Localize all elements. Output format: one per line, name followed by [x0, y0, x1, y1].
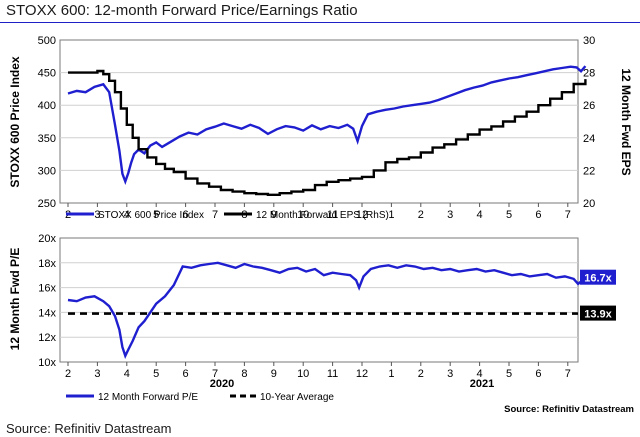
x-tick-label: 10 [297, 209, 309, 221]
y-tick-label: 250 [38, 198, 56, 210]
series-stoxx-600-price-index [67, 65, 587, 186]
x-tick-label: 8 [241, 368, 247, 380]
x-tick-label: 5 [506, 368, 512, 380]
bottom-x-ticks: 2 3 4 5 6 7 8 9 10 11 12 1 2 3 4 5 6 7 [65, 362, 571, 380]
y-tick-label: 300 [38, 165, 56, 177]
end-label-pe-text: 16.7x [584, 273, 612, 285]
y-tick-label: 20x [38, 233, 56, 245]
legend-label-stoxx: STOXX 600 Price Index [98, 210, 204, 221]
y-right-tick-label: 22 [583, 165, 595, 177]
x-tick-label: 1 [388, 368, 394, 380]
y-tick-label: 16x [38, 283, 56, 295]
x-tick-label: 5 [153, 368, 159, 380]
bottom-y-axis-label: 12 Month Fwd P/E [8, 248, 22, 351]
x-tick-label: 6 [183, 368, 189, 380]
x-tick-label: 5 [506, 209, 512, 221]
y-tick-label: 10x [38, 357, 56, 369]
x-tick-label: 6 [535, 368, 541, 380]
x-tick-label: 7 [565, 209, 571, 221]
x-tick-label: 7 [212, 368, 218, 380]
x-tick-label: 9 [271, 209, 277, 221]
end-label-average: 13.9x [580, 305, 616, 321]
y-right-tick-label: 26 [583, 100, 595, 112]
y-tick-label: 14x [38, 307, 56, 319]
x-tick-label: 9 [271, 368, 277, 380]
series-12-month-forward-pe [67, 261, 587, 359]
x-tick-label: 1 [388, 209, 394, 221]
top-y-axis-label: STOXX 600 Price Index [8, 56, 22, 188]
x-tick-label: 3 [447, 368, 453, 380]
y-tick-label: 500 [38, 35, 56, 47]
year-label-2020: 2020 [210, 378, 234, 390]
y-right-tick-label: 30 [583, 35, 595, 47]
y-tick-label: 450 [38, 68, 56, 80]
y-right-tick-label: 28 [583, 68, 595, 80]
x-tick-label: 12 [356, 209, 368, 221]
x-tick-label: 2 [65, 368, 71, 380]
y-tick-label: 350 [38, 133, 56, 145]
x-tick-label: 12 [356, 368, 368, 380]
y-tick-label: 18x [38, 258, 56, 270]
bottom-y-left-ticks: 10x 12x 14x 16x 18x 20x [38, 233, 56, 369]
footer-source: Source: Refinitiv Datastream [6, 421, 172, 436]
x-tick-label: 6 [535, 209, 541, 221]
bottom-plot-frame [59, 237, 579, 363]
top-y-left-ticks: 250 300 350 400 450 500 [38, 35, 56, 210]
x-tick-label: 4 [124, 209, 130, 221]
x-tick-label: 11 [327, 209, 338, 221]
y-tick-label: 400 [38, 100, 56, 112]
x-tick-label: 10 [297, 368, 309, 380]
x-tick-label: 4 [477, 209, 483, 221]
end-label-average-box [580, 305, 616, 321]
x-tick-label: 4 [124, 368, 130, 380]
end-label-pe-box [580, 269, 616, 285]
x-tick-label: 7 [212, 209, 218, 221]
x-tick-label: 2 [418, 368, 424, 380]
inner-source-note: Source: Refinitiv Datastream [504, 404, 634, 415]
legend-label-average: 10-Year Average [260, 392, 334, 403]
top-y-right-ticks: 20 22 24 26 28 30 [583, 35, 595, 210]
x-tick-label: 6 [183, 209, 189, 221]
legend-label-pe: 12 Month Forward P/E [98, 392, 198, 403]
x-tick-label: 2 [418, 209, 424, 221]
legend-label-eps: 12 Month Forward EPS (RhS) [256, 210, 389, 221]
year-label-2021: 2021 [470, 378, 494, 390]
y-right-tick-label: 24 [583, 133, 595, 145]
top-grid [60, 72, 578, 171]
x-tick-label: 5 [153, 209, 159, 221]
x-tick-label: 11 [327, 368, 338, 380]
x-tick-label: 3 [447, 209, 453, 221]
y-tick-label: 12x [38, 332, 56, 344]
bottom-panel: 2 3 4 5 6 7 8 9 10 11 12 1 2 3 4 5 6 7 10x12x14x16x18x20x… [8, 233, 634, 415]
x-tick-label: 7 [565, 368, 571, 380]
x-tick-label: 4 [477, 368, 483, 380]
top-y-right-axis-label: 12 Month Fwd EPS [619, 68, 633, 175]
x-tick-label: 3 [94, 368, 100, 380]
x-tick-label: 3 [94, 209, 100, 221]
title-divider [0, 22, 640, 23]
y-right-tick-label: 20 [583, 198, 595, 210]
series-12-month-forward-eps [68, 69, 587, 197]
end-label-pe: 16.7x [580, 269, 616, 285]
end-label-average-text: 13.9x [584, 309, 612, 321]
page-title: STOXX 600: 12-month Forward Price/Earnin… [6, 2, 358, 19]
top-plot-frame [59, 39, 579, 204]
